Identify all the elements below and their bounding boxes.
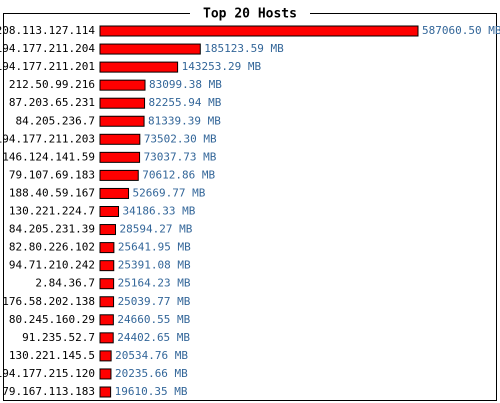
bar [99, 206, 120, 217]
y-tick-label: 84.205.236.7 [16, 114, 95, 127]
value-label: 28594.27 MB [119, 223, 192, 236]
bar [99, 314, 114, 326]
bar [99, 133, 141, 145]
y-tick-label: 94.71.210.242 [9, 259, 95, 272]
y-tick-label: 194.177.211.204 [0, 42, 95, 55]
bar [99, 43, 201, 55]
bar [99, 97, 146, 109]
bar [99, 151, 141, 163]
y-tick-label: 80.245.160.29 [9, 313, 95, 326]
value-label: 25164.23 MB [118, 277, 191, 290]
value-label: 70612.86 MB [142, 168, 215, 181]
chart-title: Top 20 Hosts [203, 7, 297, 22]
y-tick-label: 82.80.226.102 [9, 241, 95, 254]
value-label: 143253.29 MB [182, 60, 262, 73]
bar [99, 79, 146, 91]
y-tick-label: 146.124.141.59 [2, 150, 95, 163]
y-tick-label: 194.177.211.203 [0, 132, 95, 145]
bar [99, 278, 115, 290]
y-tick-label: 2.84.36.7 [35, 277, 95, 290]
value-label: 25039.77 MB [118, 295, 191, 308]
y-tick-label: 79.167.113.183 [2, 385, 95, 398]
value-label: 24402.65 MB [117, 331, 190, 344]
bar [99, 115, 145, 127]
y-tick-label: 79.107.69.183 [9, 168, 95, 181]
bar [99, 169, 139, 181]
value-label: 25391.08 MB [118, 259, 191, 272]
bar [99, 332, 114, 344]
value-label: 81339.39 MB [148, 114, 221, 127]
value-label: 587060.50 MB [422, 24, 500, 37]
bar [99, 187, 130, 199]
y-tick-label: 91.235.52.7 [22, 331, 95, 344]
y-tick-label: 87.203.65.231 [9, 96, 95, 109]
y-tick-label: 194.177.215.120 [0, 367, 95, 380]
bar [99, 242, 115, 254]
y-tick-label: 194.177.211.201 [0, 60, 95, 73]
y-tick-label: 208.113.127.114 [0, 24, 95, 37]
y-tick-label: 212.50.99.216 [9, 78, 95, 91]
bar [99, 386, 112, 398]
bar [99, 224, 116, 236]
y-tick-label: 188.40.59.167 [9, 186, 95, 199]
value-label: 73502.30 MB [144, 132, 217, 145]
bar [99, 368, 112, 380]
value-label: 19610.35 MB [115, 385, 188, 398]
value-label: 82255.94 MB [149, 96, 222, 109]
value-label: 20235.66 MB [115, 367, 188, 380]
value-label: 83099.38 MB [149, 78, 222, 91]
bar [99, 260, 115, 272]
title-backdrop [190, 6, 310, 20]
bar [99, 350, 112, 362]
value-label: 25641.95 MB [118, 241, 191, 254]
y-tick-label: 176.58.202.138 [2, 295, 95, 308]
y-tick-label: 130.221.224.7 [9, 205, 95, 218]
y-tick-label: 84.205.231.39 [9, 223, 95, 236]
value-label: 20534.76 MB [115, 349, 188, 362]
value-label: 52669.77 MB [133, 186, 206, 199]
bar [99, 61, 179, 73]
value-label: 34186.33 MB [123, 205, 196, 218]
bar [99, 25, 419, 37]
value-label: 24660.55 MB [117, 313, 190, 326]
value-label: 185123.59 MB [204, 42, 284, 55]
value-label: 73037.73 MB [144, 150, 217, 163]
y-tick-label: 130.221.145.5 [9, 349, 95, 362]
bar [99, 296, 115, 308]
